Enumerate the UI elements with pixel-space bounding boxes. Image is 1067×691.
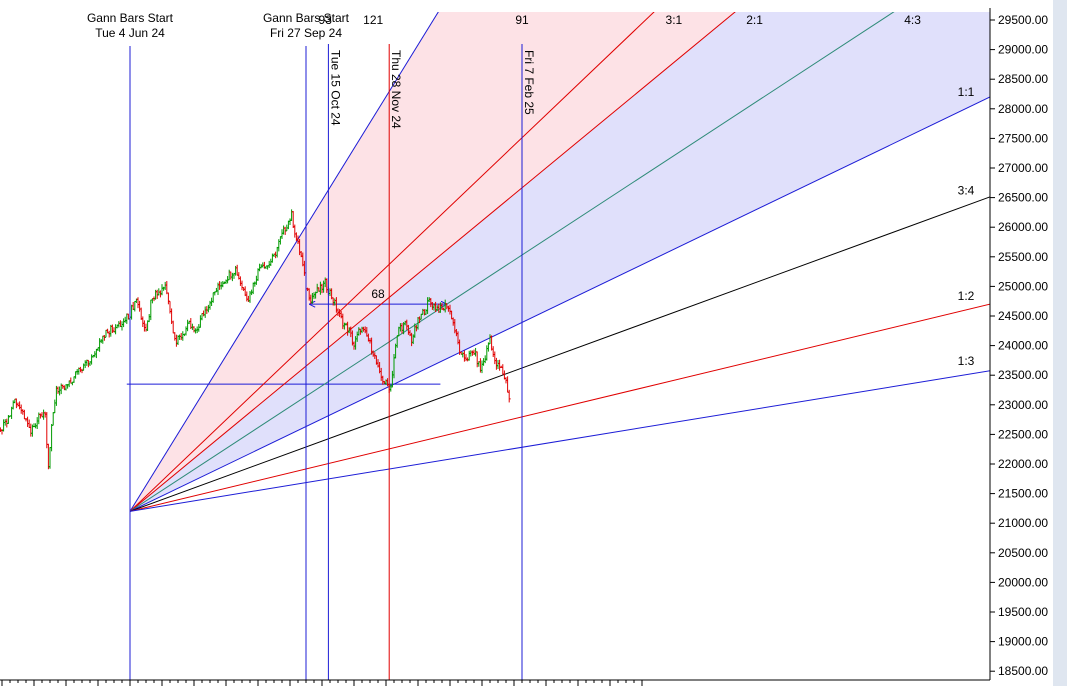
y-tick-label: 20500.00 — [998, 546, 1048, 560]
y-tick-label: 26000.00 — [998, 220, 1048, 234]
y-tick-label: 25000.00 — [998, 279, 1048, 293]
y-tick-label: 23000.00 — [998, 398, 1048, 412]
price-axis: 29500.00 29000.00 28500.00 28000.00 27500.00… — [990, 0, 1067, 686]
vertical-line-label: Gann Bars Start — [263, 11, 350, 25]
y-tick-label: 19500.00 — [998, 605, 1048, 619]
fan-ratio-label: 3:4 — [958, 183, 975, 197]
fan-ratio-label: 2:1 — [746, 13, 763, 27]
vertical-date-label: Thu 28 Nov 24 — [389, 50, 403, 129]
y-tick-label: 23500.00 — [998, 368, 1048, 382]
vertical-date-label: Fri 7 Feb 25 — [522, 50, 536, 115]
y-tick-label: 21500.00 — [998, 487, 1048, 501]
vertical-line-label: Tue 4 Jun 24 — [95, 26, 165, 40]
y-tick-label: 19000.00 — [998, 635, 1048, 649]
window-edge — [1053, 0, 1067, 686]
y-tick-label: 28500.00 — [998, 72, 1048, 86]
y-tick-label: 22000.00 — [998, 457, 1048, 471]
y-tick-label: 24500.00 — [998, 309, 1048, 323]
y-tick-label: 25500.00 — [998, 250, 1048, 264]
fan-ratio-label: 3:1 — [666, 13, 683, 27]
fan-ratio-label: 1:2 — [958, 289, 975, 303]
vertical-line-label: Fri 27 Sep 24 — [270, 26, 342, 40]
y-tick-label: 18500.00 — [998, 664, 1048, 678]
top-count-label: 121 — [363, 13, 383, 27]
y-tick-label: 29500.00 — [998, 13, 1048, 27]
top-count-label: 91 — [515, 13, 529, 27]
top-count-label: 93 — [319, 13, 333, 27]
y-tick-label: 21000.00 — [998, 516, 1048, 530]
fan-ratio-label: 1:1 — [958, 85, 975, 99]
vertical-date-label: Tue 15 Oct 24 — [328, 50, 342, 126]
y-tick-label: 24000.00 — [998, 339, 1048, 353]
y-tick-label: 28000.00 — [998, 102, 1048, 116]
fan-ratio-label: 4:3 — [904, 13, 921, 27]
vertical-line-label: Gann Bars Start — [87, 11, 174, 25]
fan-ratio-label: 1:3 — [958, 354, 975, 368]
y-tick-label: 29000.00 — [998, 43, 1048, 57]
y-tick-label: 27000.00 — [998, 161, 1048, 175]
y-tick-label: 26500.00 — [998, 191, 1048, 205]
y-tick-label: 22500.00 — [998, 427, 1048, 441]
y-tick-label: 20000.00 — [998, 575, 1048, 589]
y-tick-label: 27500.00 — [998, 131, 1048, 145]
horizontal-line-label: 68 — [371, 287, 385, 301]
